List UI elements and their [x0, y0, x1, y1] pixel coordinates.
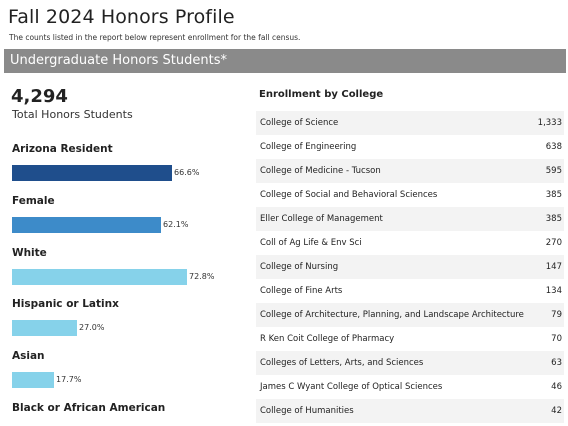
table-row: College of Humanities 42 [256, 399, 564, 423]
college-count: 385 [545, 190, 562, 200]
college-count: 46 [551, 382, 562, 392]
table-row: College of Social and Behavioral Science… [256, 183, 564, 207]
table-row: Colleges of Letters, Arts, and Sciences 6… [256, 351, 564, 375]
metric-value: 62.1% [163, 220, 189, 229]
metric-bar [12, 165, 172, 181]
table-row: James C Wyant College of Optical Science… [256, 375, 564, 399]
college-name: R Ken Coit College of Pharmacy [260, 334, 395, 344]
metric-bar-row: 66.6% [12, 165, 240, 181]
total-honors-label: Total Honors Students [12, 108, 133, 121]
college-count: 70 [551, 334, 562, 344]
section-banner: Undergraduate Honors Students* [4, 49, 566, 73]
college-name: College of Science [260, 118, 339, 128]
page-subtitle: The counts listed in the report below re… [9, 33, 301, 42]
table-row: College of Engineering 638 [256, 135, 564, 159]
enrollment-title: Enrollment by College [259, 89, 384, 100]
metric-bar-row: 17.7% [12, 372, 240, 388]
college-count: 385 [545, 214, 562, 224]
metric-label: Female [12, 195, 55, 207]
college-count: 134 [545, 286, 562, 296]
college-name: College of Nursing [260, 262, 339, 272]
metric-bar [12, 217, 161, 233]
metric-label: Asian [12, 350, 45, 362]
metric-hispanic-or-latinx: Hispanic or Latinx 27.0% [12, 298, 242, 336]
metric-value: 27.0% [79, 323, 105, 332]
college-name: College of Medicine - Tucson [260, 166, 381, 176]
metric-label: Black or African American [12, 402, 166, 414]
table-row: Eller College of Management 385 [256, 207, 564, 231]
metric-female: Female 62.1% [12, 195, 242, 233]
metric-value: 72.8% [189, 272, 215, 281]
college-name: College of Fine Arts [260, 286, 343, 296]
table-row: College of Architecture, Planning, and L… [256, 303, 564, 327]
college-name: College of Humanities [260, 406, 354, 416]
metric-white: White 72.8% [12, 247, 242, 285]
metric-asian: Asian 17.7% [12, 350, 242, 388]
metric-bar-row: 72.8% [12, 269, 240, 285]
college-count: 63 [551, 358, 562, 368]
metric-value: 66.6% [174, 168, 200, 177]
college-count: 147 [545, 262, 562, 272]
metric-arizona-resident: Arizona Resident 66.6% [12, 143, 242, 181]
college-count: 638 [545, 142, 562, 152]
table-row: R Ken Coit College of Pharmacy 70 [256, 327, 564, 351]
total-honors-value: 4,294 [11, 86, 68, 107]
table-row: College of Fine Arts 134 [256, 279, 564, 303]
metric-label: White [12, 247, 47, 259]
metric-bar-row: 27.0% [12, 320, 240, 336]
college-count: 79 [551, 310, 562, 320]
metric-label: Arizona Resident [12, 143, 113, 155]
page-title: Fall 2024 Honors Profile [8, 6, 235, 28]
college-name: College of Engineering [260, 142, 357, 152]
metric-bar [12, 320, 77, 336]
college-name: Eller College of Management [260, 214, 383, 224]
college-name: College of Social and Behavioral Science… [260, 190, 438, 200]
metric-label: Hispanic or Latinx [12, 298, 119, 310]
college-count: 270 [545, 238, 562, 248]
metric-bar [12, 372, 54, 388]
college-name: Colleges of Letters, Arts, and Sciences [260, 358, 424, 368]
table-row: College of Nursing 147 [256, 255, 564, 279]
table-row: College of Science 1,333 [256, 111, 564, 135]
enrollment-table: College of Science 1,333 College of Engine… [256, 111, 564, 423]
metric-black-or-african-american: Black or African American [12, 402, 242, 414]
table-row: College of Medicine - Tucson 595 [256, 159, 564, 183]
table-row: Coll of Ag Life & Env Sci 270 [256, 231, 564, 255]
college-name: James C Wyant College of Optical Science… [260, 382, 443, 392]
college-count: 1,333 [537, 118, 562, 128]
metric-bar-row: 62.1% [12, 217, 240, 233]
metric-bar [12, 269, 187, 285]
college-count: 42 [551, 406, 562, 416]
college-name: Coll of Ag Life & Env Sci [260, 238, 362, 248]
metric-value: 17.7% [56, 375, 82, 384]
college-count: 595 [545, 166, 562, 176]
college-name: College of Architecture, Planning, and L… [260, 310, 524, 320]
